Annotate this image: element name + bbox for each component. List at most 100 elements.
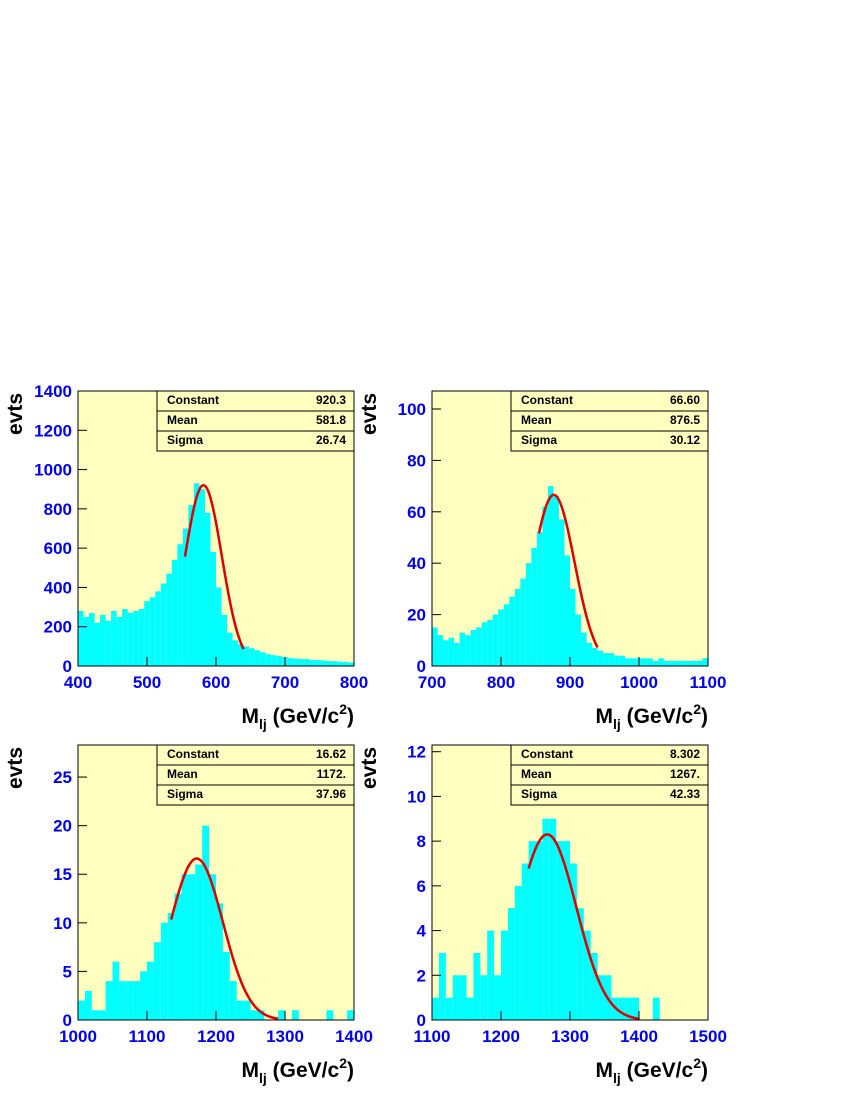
stats-name: Sigma — [521, 787, 557, 801]
bar — [298, 659, 305, 666]
bar — [432, 997, 439, 1020]
x-tick-label: 900 — [556, 673, 584, 692]
bar — [507, 908, 515, 1020]
bar — [227, 632, 233, 666]
bar — [583, 930, 591, 1020]
bar — [674, 660, 681, 666]
bar — [250, 1010, 258, 1020]
y-tick-label: 0 — [417, 1011, 426, 1030]
bar — [466, 997, 474, 1020]
bar — [249, 648, 255, 666]
bar — [443, 640, 449, 666]
bar — [78, 611, 84, 666]
bar — [590, 952, 598, 1020]
bar — [586, 642, 593, 666]
y-tick-label: 20 — [53, 817, 72, 836]
x-axis-label-part: lj — [613, 1070, 621, 1086]
bar — [632, 997, 639, 1020]
bar — [625, 658, 631, 666]
x-axis-label-part: ) — [701, 705, 708, 728]
bar — [531, 547, 537, 666]
bar — [155, 591, 161, 666]
bar — [470, 630, 477, 666]
bar — [337, 661, 343, 666]
bar — [503, 604, 510, 666]
bar — [680, 660, 686, 666]
bar — [597, 975, 605, 1020]
x-axis-label-part: 2 — [693, 1055, 701, 1071]
panel: 0 5 10 15 20 25 1000 1100 1200 1300 1400 Constant 16… — [4, 744, 373, 1086]
bar — [348, 662, 354, 666]
bar — [520, 578, 526, 666]
y-tick-label: 10 — [53, 914, 72, 933]
bar — [525, 563, 532, 666]
bar — [78, 1000, 85, 1020]
bar — [614, 655, 620, 666]
bar — [229, 981, 237, 1020]
bar — [315, 660, 321, 666]
bar — [122, 609, 128, 666]
stats-box — [156, 390, 355, 452]
y-tick-label: 6 — [417, 877, 426, 896]
y-tick-label: 400 — [44, 578, 72, 597]
bar — [133, 611, 139, 666]
bar — [209, 874, 216, 1020]
bar — [608, 653, 615, 666]
x-axis-label-part: M — [242, 705, 260, 728]
bar — [696, 660, 703, 666]
stats-value: 37.96 — [316, 787, 346, 801]
y-tick-label: 600 — [44, 539, 72, 558]
bar — [199, 489, 205, 666]
bar — [509, 596, 515, 666]
fit-curve — [527, 833, 640, 1020]
bar — [625, 997, 633, 1020]
bar — [553, 496, 559, 666]
x-tick-label: 700 — [271, 673, 299, 692]
bar — [149, 597, 156, 666]
bar — [432, 627, 438, 666]
bar — [232, 640, 239, 666]
bar — [140, 971, 147, 1020]
bar — [222, 951, 230, 1020]
bar — [445, 997, 453, 1020]
bar — [630, 658, 637, 666]
y-tick-label: 1200 — [34, 421, 72, 440]
x-tick-label: 1300 — [551, 1027, 589, 1046]
y-tick-label: 1000 — [34, 461, 72, 480]
bar — [618, 997, 626, 1020]
bar — [238, 644, 244, 666]
bar — [105, 620, 112, 666]
bar — [291, 1010, 299, 1020]
stats-name: Constant — [167, 747, 219, 761]
bar — [287, 658, 294, 666]
y-axis-label: evts — [4, 747, 27, 789]
y-tick-label: 20 — [407, 606, 426, 625]
bar — [542, 818, 550, 1020]
x-tick-label: 800 — [340, 673, 368, 692]
bar — [658, 658, 664, 666]
panel: 0 2 4 6 8 10 12 1100 1200 1300 1400 1500 Constant 8.3… — [358, 743, 727, 1086]
bar — [570, 863, 577, 1020]
stats-name: Constant — [521, 393, 573, 407]
y-tick-label: 800 — [44, 500, 72, 519]
bar — [83, 616, 90, 666]
bar — [204, 512, 211, 666]
x-tick-label: 1400 — [620, 1027, 658, 1046]
stats-name: Mean — [521, 767, 552, 781]
bar — [193, 483, 200, 666]
bar — [195, 864, 203, 1020]
bar — [437, 635, 444, 666]
stats-name: Sigma — [521, 433, 557, 447]
bar — [528, 841, 536, 1020]
x-axis-label-part: lj — [613, 716, 621, 732]
bar — [663, 660, 670, 666]
bar — [465, 635, 471, 666]
panel: 0 20 40 60 80 100 700 800 900 1000 1100 Constant 66.… — [358, 390, 726, 732]
y-tick-label: 200 — [44, 618, 72, 637]
x-axis-label-part: ) — [347, 1059, 354, 1082]
x-axis-label-part: ) — [347, 705, 354, 728]
bar — [652, 660, 659, 666]
bar — [91, 1010, 99, 1020]
bar — [558, 519, 565, 666]
